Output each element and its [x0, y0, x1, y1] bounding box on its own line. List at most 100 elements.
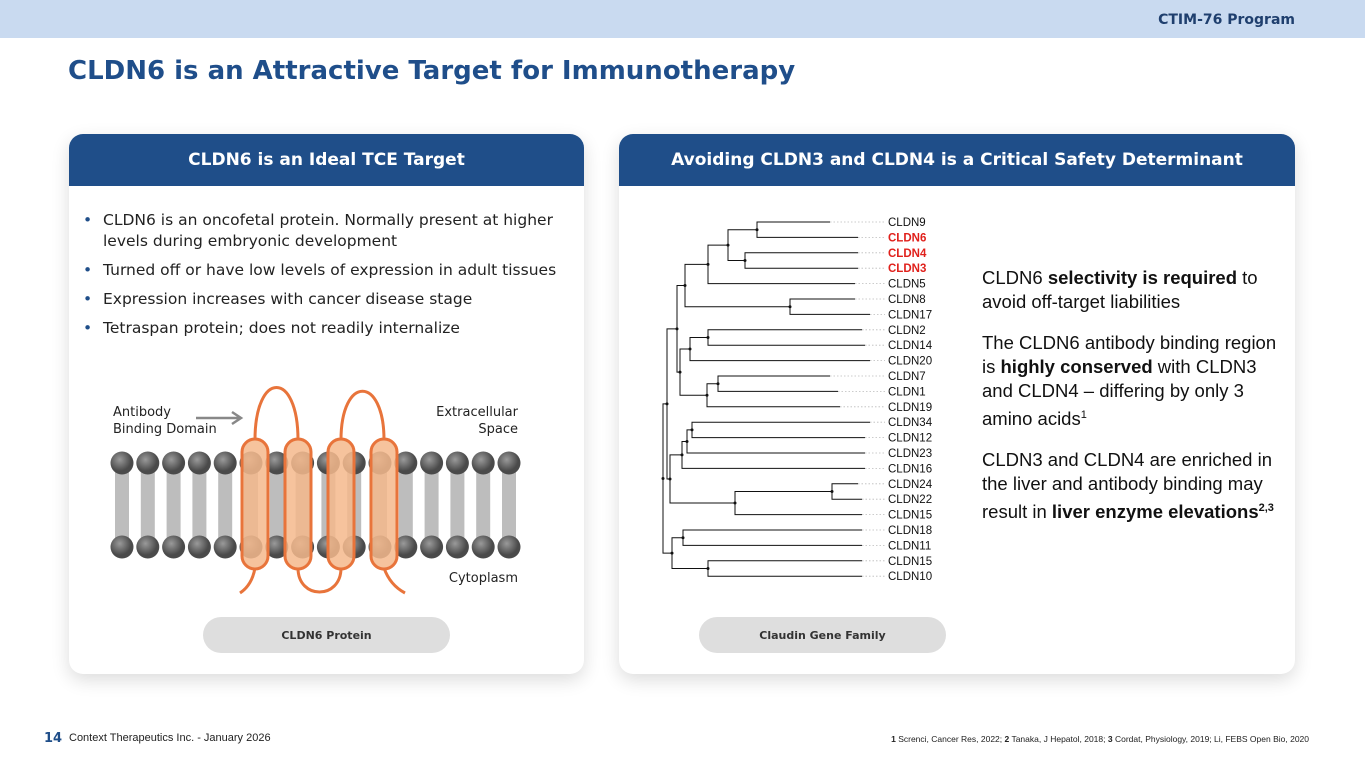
lipid-head [136, 451, 160, 475]
helix [326, 437, 356, 571]
leaf-label: CLDN12 [888, 433, 932, 445]
lipid-head [162, 535, 186, 559]
lipid-head [136, 535, 160, 559]
leaf-label: CLDN7 [888, 371, 926, 383]
leaf-label: CLDN2 [888, 325, 926, 337]
branch [707, 560, 862, 577]
leaf-label: CLDN6 [888, 232, 926, 244]
branch [831, 483, 862, 500]
leaf-label: CLDN3 [888, 263, 926, 275]
lipid-tail [115, 470, 129, 542]
lipid-tail [424, 470, 439, 542]
leaf-label: CLDN18 [888, 525, 932, 537]
lipid-head [187, 451, 211, 475]
leaf-label: CLDN4 [888, 248, 927, 260]
company: Context Therapeutics Inc. - January 2026 [69, 732, 271, 744]
leaf-label: CLDN10 [888, 571, 932, 583]
leaf-label: CLDN15 [888, 556, 932, 568]
text-run: highly conserved [1000, 356, 1153, 377]
branch [734, 491, 862, 516]
caption-pill: Claudin Gene Family [699, 617, 946, 653]
leaf-label: CLDN34 [888, 417, 933, 429]
helix [283, 437, 313, 571]
leaf-label: CLDN9 [888, 217, 926, 229]
lipid-tail [502, 470, 516, 542]
paragraph: CLDN6 selectivity is required to avoid o… [982, 266, 1277, 314]
branch [686, 429, 865, 454]
branch [717, 375, 838, 392]
dendrogram: CLDN9 CLDN6 CLDN4 CLDN3 CLDN5 CLDN8 CLDN17 CLDN… [661, 217, 933, 583]
lipid-head [471, 535, 495, 559]
ref-text: Tanaka, J Hepatol, 2018; [1009, 734, 1108, 744]
references: 1 Screnci, Cancer Res, 2022; 2 Tanaka, J… [891, 734, 1309, 744]
lipid-tail [192, 470, 207, 542]
leaf-label: CLDN1 [888, 386, 926, 398]
lipid-head [497, 535, 521, 559]
leaf-label: CLDN16 [888, 463, 932, 475]
branch [727, 229, 757, 261]
paragraph: The CLDN6 antibody binding region is hig… [982, 331, 1277, 431]
lipid-head [213, 451, 237, 475]
leaf-label: CLDN24 [888, 479, 933, 491]
lipid-tail [450, 470, 465, 542]
lipid-tail [166, 470, 181, 542]
lipid-head [187, 535, 211, 559]
left-card: CLDN6 is an Ideal TCE Target CLDN6 is an… [69, 134, 584, 674]
lipid-head [420, 451, 444, 475]
lipid-head [394, 451, 418, 475]
branch [679, 348, 707, 396]
lipid-head [265, 451, 289, 475]
caption-pill: CLDN6 Protein [203, 617, 450, 653]
bullet-list: CLDN6 is an oncofetal protein. Normally … [83, 210, 563, 347]
tail [382, 567, 406, 595]
helix [369, 437, 399, 571]
helix [240, 437, 270, 571]
branch [671, 537, 708, 569]
branch [691, 421, 870, 439]
text-run: liver enzyme elevations [1051, 501, 1259, 523]
card-title: CLDN6 is an Ideal TCE Target [69, 134, 584, 186]
lipid-head [445, 451, 469, 475]
lipid-head [420, 535, 444, 559]
text-run: CLDN6 [982, 267, 1048, 288]
slide-title: CLDN6 is an Attractive Target for Immuno… [68, 56, 796, 86]
branch [681, 440, 865, 469]
branch [706, 383, 840, 408]
lipid-tail [269, 470, 284, 542]
text-run: to avoid off-target liabilities [982, 267, 1258, 312]
leaf-label: CLDN20 [888, 356, 932, 368]
branch [682, 529, 862, 546]
branch [689, 337, 870, 362]
branch [707, 244, 855, 285]
ref-number: 2 [1004, 734, 1010, 744]
ref-text: Cordat, Physiology, 2019; Li, FEBS Open … [1112, 734, 1309, 744]
branch [684, 263, 790, 308]
bullet: Tetraspan protein; does not readily inte… [83, 318, 563, 339]
lipid-head [265, 535, 289, 559]
lipid-tail [476, 470, 491, 542]
leaf-label: CLDN17 [888, 309, 932, 321]
loop [253, 386, 300, 441]
text-run: The CLDN6 antibody binding region is [982, 332, 1277, 377]
bullet: Expression increases with cancer disease… [83, 289, 563, 310]
lipid-head [497, 451, 521, 475]
leaf-label: CLDN8 [888, 294, 926, 306]
lipid-head [110, 535, 134, 559]
program-label: CTIM-76 Program [1158, 12, 1295, 28]
leaf-label: CLDN22 [888, 494, 932, 506]
right-card: Avoiding CLDN3 and CLDN4 is a Critical S… [619, 134, 1295, 674]
cytoplasm-label: Cytoplasm [448, 571, 518, 586]
antibody-label: Antibody Binding Domain [113, 405, 217, 437]
node [661, 477, 665, 481]
branch [744, 252, 858, 269]
lipid-tail [398, 470, 413, 542]
text-run: with CLDN3 and CLDN4 – differing by only… [982, 356, 1257, 430]
top-bar [0, 0, 1365, 38]
lipid-tail [218, 470, 233, 542]
loop [296, 567, 343, 594]
bullet: Turned off or have low levels of express… [83, 260, 563, 281]
leaf-label: CLDN19 [888, 402, 932, 414]
leaf-label: CLDN23 [888, 448, 932, 460]
paragraph: CLDN3 and CLDN4 are enriched in the live… [982, 448, 1277, 524]
